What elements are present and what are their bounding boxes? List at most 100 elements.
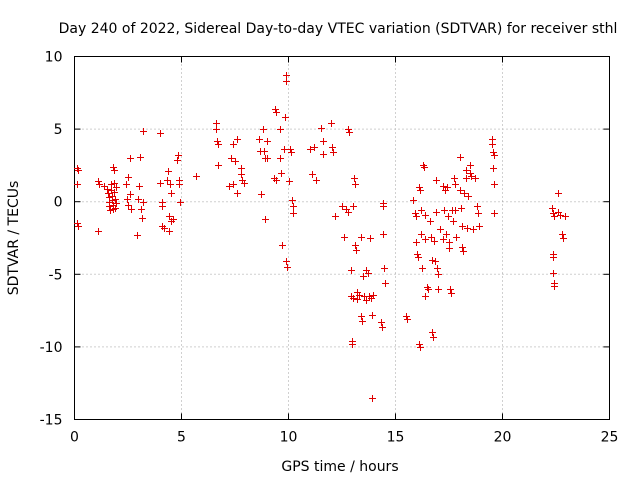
- data-point: [166, 228, 173, 235]
- data-point: [111, 167, 118, 174]
- data-point: [417, 187, 424, 194]
- data-point: [359, 318, 366, 325]
- data-point: [450, 218, 457, 225]
- data-point: [445, 213, 452, 220]
- data-point: [106, 203, 113, 210]
- data-point: [125, 174, 132, 181]
- data-point: [447, 286, 454, 293]
- data-point: [165, 168, 172, 175]
- data-point: [264, 138, 271, 145]
- data-point: [440, 236, 447, 243]
- data-point: [74, 220, 81, 227]
- data-point: [431, 238, 438, 245]
- data-point: [425, 286, 432, 293]
- data-point: [277, 126, 284, 133]
- data-point: [105, 190, 112, 197]
- x-tick-labels: 0 5 10 15 20 25: [70, 430, 618, 446]
- data-point: [403, 313, 410, 320]
- data-point: [474, 203, 481, 210]
- data-point: [418, 231, 425, 238]
- data-point: [108, 181, 115, 188]
- data-point: [550, 254, 557, 261]
- data-point: [559, 231, 566, 238]
- data-point: [309, 171, 316, 178]
- data-point: [238, 171, 245, 178]
- data-point: [157, 180, 164, 187]
- data-point: [460, 248, 467, 255]
- data-point: [356, 292, 363, 299]
- data-point: [258, 191, 265, 198]
- data-point: [137, 154, 144, 161]
- x-axis-label: GPS time / hours: [281, 459, 398, 475]
- data-point: [365, 270, 372, 277]
- data-point: [441, 207, 448, 214]
- data-point: [380, 203, 387, 210]
- data-point: [277, 155, 284, 162]
- data-point: [177, 199, 184, 206]
- data-point: [135, 196, 142, 203]
- data-point: [283, 258, 290, 265]
- data-point: [440, 183, 447, 190]
- data-point: [109, 197, 116, 204]
- data-point: [113, 184, 120, 191]
- plot-frame: [74, 56, 610, 420]
- data-point: [352, 242, 359, 249]
- axis-ticks: [74, 56, 610, 420]
- data-point: [467, 170, 474, 177]
- data-point: [550, 270, 557, 277]
- data-point: [95, 178, 102, 185]
- data-point: [491, 181, 498, 188]
- data-point: [434, 265, 441, 272]
- data-point: [457, 187, 464, 194]
- y-tick-label: -15: [40, 413, 63, 429]
- data-point: [457, 154, 464, 161]
- data-point: [136, 183, 143, 190]
- data-point: [281, 146, 288, 153]
- data-point: [346, 129, 353, 136]
- data-point: [429, 257, 436, 264]
- data-point: [429, 329, 436, 336]
- data-point: [348, 267, 355, 274]
- data-point: [428, 234, 435, 241]
- data-point: [354, 296, 361, 303]
- y-tick-label: -5: [49, 267, 63, 283]
- data-point: [232, 158, 239, 165]
- data-point: [491, 210, 498, 217]
- data-point: [452, 181, 459, 188]
- data-point: [490, 165, 497, 172]
- data-point: [157, 130, 164, 137]
- data-point: [489, 141, 496, 148]
- data-point: [286, 178, 293, 185]
- data-point: [458, 205, 465, 212]
- data-point: [264, 155, 271, 162]
- data-point: [416, 341, 423, 348]
- data-point: [330, 149, 337, 156]
- data-point: [551, 213, 558, 220]
- data-point: [318, 125, 325, 132]
- data-point: [369, 312, 376, 319]
- data-point: [422, 293, 429, 300]
- data-point: [459, 223, 466, 230]
- data-point: [112, 196, 119, 203]
- data-point: [468, 173, 475, 180]
- x-tick-label: 15: [387, 430, 405, 446]
- y-tick-label: 10: [45, 50, 63, 66]
- data-point: [444, 184, 451, 191]
- y-tick-label: 5: [54, 122, 63, 138]
- data-point: [416, 184, 423, 191]
- data-point: [379, 324, 386, 331]
- data-point: [432, 258, 439, 265]
- data-point: [490, 149, 497, 156]
- data-point: [464, 225, 471, 232]
- data-point: [140, 128, 147, 135]
- y-axis-label: SDTVAR / TECUs: [6, 181, 22, 296]
- data-point: [435, 271, 442, 278]
- data-point: [283, 78, 290, 85]
- data-point: [290, 210, 297, 217]
- data-point: [230, 141, 237, 148]
- data-point: [74, 181, 81, 188]
- data-point: [467, 162, 474, 169]
- data-point: [164, 177, 171, 184]
- data-point: [161, 225, 168, 232]
